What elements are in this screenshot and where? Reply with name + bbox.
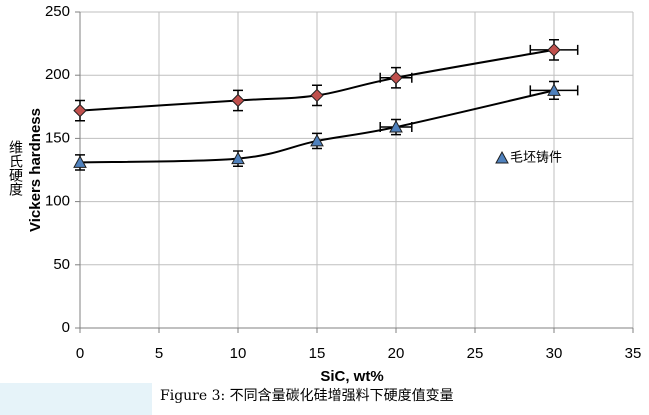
x-tick-label: 5 [155,345,163,362]
triangle-marker [310,133,324,147]
diamond-marker [547,43,561,57]
diamond-marker [73,103,87,118]
x-tick-label: 30 [546,345,563,362]
x-tick-label: 25 [467,345,484,362]
y-axis-label: Vickers hardness [27,108,44,232]
triangle-marker [495,150,509,164]
x-tick-label: 20 [388,345,405,362]
caption-shade [0,383,152,415]
x-tick-label: 10 [230,345,247,362]
triangle-marker [547,83,561,96]
y-axis-label-translation: 维氏硬度 [8,140,24,196]
y-tick-label: 50 [53,256,70,273]
y-tick-label: 0 [62,319,70,336]
triangle-marker [73,155,87,168]
x-tick-label: 0 [76,345,84,362]
y-tick-label: 100 [45,193,70,210]
x-axis-label: SiC, wt% [320,368,383,385]
y-tick-label: 250 [45,3,70,20]
diamond-marker [389,71,403,85]
y-tick-label: 150 [45,129,70,146]
x-tick-label: 35 [625,345,642,362]
triangle-marker [389,119,403,133]
diamond-marker [310,88,324,103]
diamond-marker [231,93,245,108]
caption: Figure 3: 不同含量碳化硅增强料下硬度值变量 [160,388,454,404]
legend-label: 毛坯铸件 [510,149,562,164]
triangle-marker [231,151,245,165]
y-tick-label: 200 [45,66,70,83]
x-tick-label: 15 [309,345,326,362]
